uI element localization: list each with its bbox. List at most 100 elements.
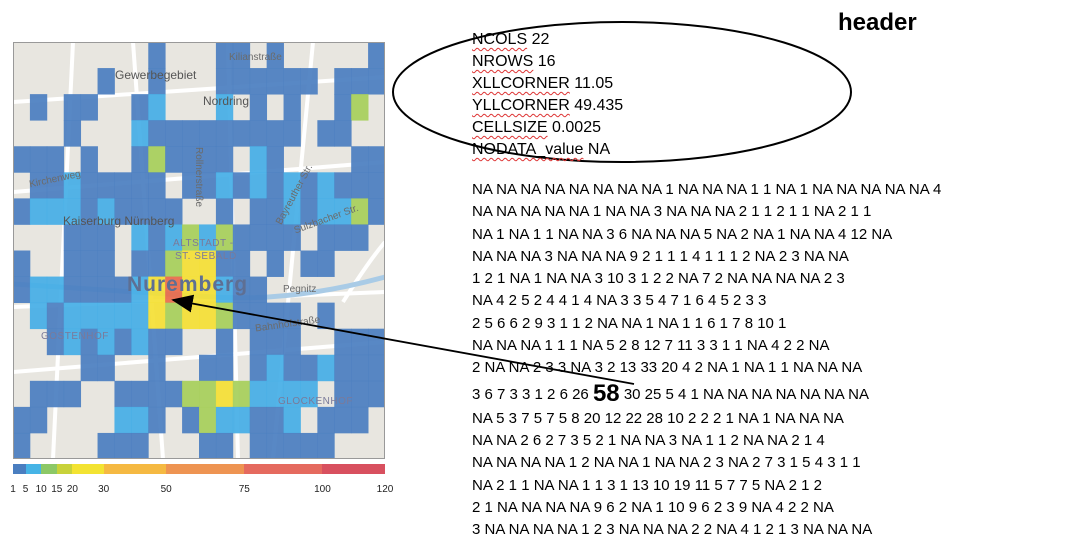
heat-cell — [199, 172, 217, 199]
heat-cell — [114, 380, 132, 408]
heat-cell — [283, 354, 301, 382]
heat-cell — [317, 172, 335, 199]
heat-cell — [368, 146, 385, 173]
heat-cell — [182, 224, 200, 251]
heat-cell — [199, 120, 217, 147]
legend-tick-label: 1 — [10, 484, 16, 495]
grid-row: NA NA NA 3 NA NA NA 9 2 1 1 1 4 1 1 1 2 … — [472, 247, 849, 265]
heat-cell — [63, 198, 82, 225]
heat-cell — [368, 354, 385, 382]
heat-cell — [199, 146, 217, 173]
header-title: header — [838, 9, 917, 36]
heat-cell — [46, 380, 65, 408]
heat-cell — [215, 172, 234, 199]
heat-cell — [148, 42, 166, 69]
header-key: CELLSIZE — [472, 119, 548, 136]
heat-cell — [317, 224, 335, 251]
heat-cell — [215, 380, 234, 408]
grid-row: NA NA 2 6 2 7 3 5 2 1 NA NA 3 NA 1 1 2 N… — [472, 431, 825, 449]
legend-swatch — [166, 464, 245, 474]
grid-row: 2 NA NA 2 3 3 NA 3 2 13 33 20 4 2 NA 1 N… — [472, 359, 863, 377]
heat-cell — [249, 406, 268, 434]
heat-cell — [283, 224, 301, 251]
heat-cell — [148, 172, 166, 199]
heat-cell — [283, 68, 301, 95]
heat-cell — [249, 120, 268, 147]
map-label-kilianstrasse: Kilianstraße — [229, 52, 282, 63]
heat-cell — [334, 120, 352, 147]
heat-cell — [13, 250, 31, 277]
heat-cell — [29, 302, 48, 330]
heat-cell — [215, 250, 234, 277]
legend-swatch — [322, 464, 386, 474]
heat-cell — [46, 302, 65, 330]
header-value: NA — [587, 141, 611, 158]
heat-cell — [46, 146, 65, 173]
heat-cell — [266, 68, 284, 95]
heat-cell — [351, 146, 369, 173]
legend-swatch — [41, 464, 58, 474]
heat-cell — [63, 250, 82, 277]
heat-cell — [300, 354, 318, 382]
heat-cell — [182, 406, 200, 434]
heat-cell — [215, 406, 234, 434]
legend-swatch — [244, 464, 323, 474]
heat-cell — [215, 68, 234, 95]
heat-cell — [215, 302, 234, 330]
legend-swatch — [13, 464, 26, 474]
heat-cell — [368, 380, 385, 408]
header-value: 49.435 — [574, 97, 624, 114]
legend-swatch — [103, 464, 167, 474]
heat-cell — [300, 380, 318, 408]
heat-cell — [368, 68, 385, 95]
heat-cell — [232, 380, 251, 408]
heat-cell — [80, 172, 98, 199]
heat-cell — [131, 172, 149, 199]
header-line: NODATA_value NA — [472, 139, 623, 161]
legend-swatch — [72, 464, 105, 474]
heat-cell — [13, 198, 31, 225]
heatmap-map — [13, 42, 385, 459]
heat-cell — [300, 198, 318, 225]
heat-cell — [317, 250, 335, 277]
header-key: NROWS — [472, 53, 534, 70]
grid-row-highlighted: 3 6 7 3 3 1 2 6 26 58 30 25 5 4 1 NA NA … — [472, 380, 941, 408]
heat-cell — [351, 354, 369, 382]
heat-cell — [283, 172, 301, 199]
heat-cell — [266, 354, 284, 382]
heat-cell — [232, 302, 251, 330]
header-ellipse — [392, 21, 852, 163]
header-value: 0.0025 — [552, 119, 601, 136]
legend-tick-label: 15 — [51, 484, 63, 495]
header-block: NCOLS 22 NROWS 16 XLLCORNER 11.05 YLLCORNER… — [472, 29, 623, 161]
header-line: NCOLS 22 — [472, 29, 623, 51]
heat-cell — [266, 42, 284, 69]
heat-cell — [266, 172, 284, 199]
heat-cell — [131, 380, 149, 408]
heat-cell — [182, 380, 200, 408]
heat-cell — [300, 250, 318, 277]
heat-cell — [63, 302, 82, 330]
heat-cell — [317, 198, 335, 225]
header-line: NROWS 16 — [472, 51, 623, 73]
heat-cell — [63, 276, 82, 304]
heat-cell — [165, 120, 183, 147]
heat-cell — [63, 328, 82, 356]
heat-cell — [249, 68, 268, 95]
heat-cell — [215, 328, 234, 356]
heat-cell — [131, 94, 149, 121]
grid-row: 2 5 6 6 2 9 3 1 1 2 NA NA 1 NA 1 1 6 1 7… — [472, 314, 787, 332]
heat-cell — [215, 432, 234, 459]
heat-cell — [283, 198, 301, 225]
heat-cell — [232, 42, 251, 69]
heat-cell — [80, 354, 98, 382]
heat-cell — [131, 432, 149, 459]
heat-cell — [63, 224, 82, 251]
header-line: CELLSIZE 0.0025 — [472, 117, 623, 139]
heat-cell — [97, 250, 115, 277]
heat-cell — [148, 250, 166, 277]
heat-cell — [63, 94, 82, 121]
header-key: YLLCORNER — [472, 97, 570, 114]
heat-cell — [97, 198, 115, 225]
heat-cell — [232, 224, 251, 251]
